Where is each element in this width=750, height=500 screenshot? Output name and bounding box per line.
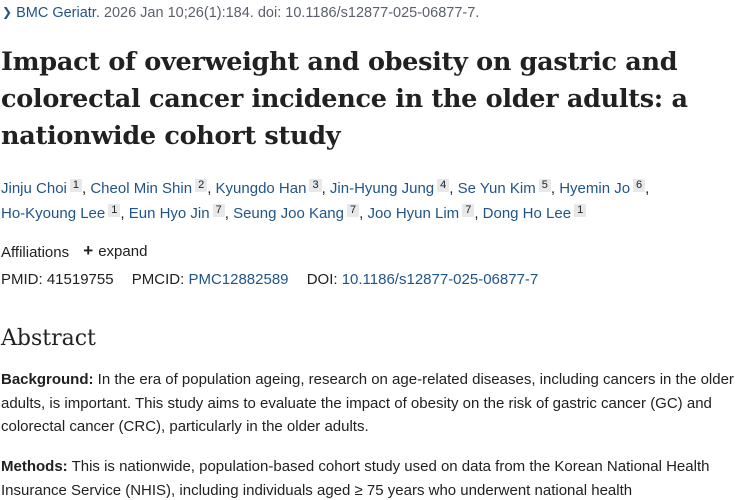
author-item: Jin-Hyung Jung 4, xyxy=(329,179,454,197)
author-separator: , xyxy=(645,180,650,197)
author-item: Cheol Min Shin 2, xyxy=(90,179,212,197)
affiliation-badge[interactable]: 5 xyxy=(538,179,551,192)
chevron-right-icon: ❯ xyxy=(2,5,13,19)
author-item: Jinju Choi 1, xyxy=(1,179,87,197)
plus-icon: + xyxy=(83,241,94,260)
author-separator: , xyxy=(207,180,212,197)
author-item: Hyemin Jo 6, xyxy=(559,179,650,197)
author-name-link[interactable]: Jinju Choi xyxy=(1,180,67,197)
journal-link[interactable]: BMC Geriatr. xyxy=(16,5,100,21)
methods-text: This is nationwide, population-based coh… xyxy=(1,458,710,499)
author-name-link[interactable]: Seung Joo Kang xyxy=(233,205,344,222)
article-title: Impact of overweight and obesity on gast… xyxy=(1,47,688,151)
article-identifiers: PMID: 41519755 PMCID: PMC12882589 DOI: 1… xyxy=(1,269,538,291)
affiliation-badge[interactable]: 1 xyxy=(574,204,587,217)
affiliation-badge[interactable]: 7 xyxy=(212,204,225,217)
affiliation-badge[interactable]: 3 xyxy=(309,179,322,192)
author-item: Dong Ho Lee 1 xyxy=(482,204,587,222)
author-separator: , xyxy=(82,180,87,197)
affiliations-expand-button[interactable]: + expand xyxy=(83,241,147,263)
pmid-value: 41519755 xyxy=(46,271,114,288)
author-separator: , xyxy=(359,205,364,222)
abstract-background: Background: In the era of population age… xyxy=(1,368,747,439)
doi-label: DOI: xyxy=(306,271,338,288)
author-name-link[interactable]: Se Yun Kim xyxy=(457,180,536,197)
doi-link[interactable]: 10.1186/s12877-025-06877-7 xyxy=(341,271,539,288)
author-item: Ho-Kyoung Lee 1, xyxy=(1,204,125,222)
journal-citation: ❯ BMC Geriatr. 2026 Jan 10;26(1):184. doi… xyxy=(2,3,479,23)
affiliation-badge[interactable]: 1 xyxy=(108,204,121,217)
affiliations-label: Affiliations xyxy=(1,244,70,261)
author-name-link[interactable]: Joo Hyun Lim xyxy=(367,205,460,222)
author-item: Se Yun Kim 5, xyxy=(457,179,556,197)
affiliation-badge[interactable]: 6 xyxy=(633,179,646,192)
author-separator: , xyxy=(474,205,479,222)
author-name-link[interactable]: Dong Ho Lee xyxy=(482,205,572,222)
methods-label: Methods: xyxy=(1,458,68,475)
affiliation-badge[interactable]: 7 xyxy=(347,204,360,217)
affiliation-badge[interactable]: 2 xyxy=(195,179,208,192)
author-separator: , xyxy=(550,180,556,197)
author-name-link[interactable]: Eun Hyo Jin xyxy=(128,205,210,222)
abstract-heading: Abstract xyxy=(1,326,96,351)
author-name-link[interactable]: Hyemin Jo xyxy=(559,180,631,197)
abstract-methods: Methods: This is nationwide, population-… xyxy=(1,455,747,500)
author-name-link[interactable]: Jin-Hyung Jung xyxy=(329,180,435,197)
affiliation-badge[interactable]: 7 xyxy=(462,204,475,217)
affiliations-row: Affiliations + expand xyxy=(1,241,147,264)
author-separator: , xyxy=(321,180,326,197)
pmcid-link[interactable]: PMC12882589 xyxy=(188,271,289,288)
author-name-link[interactable]: Kyungdo Han xyxy=(215,180,307,197)
author-name-link[interactable]: Ho-Kyoung Lee xyxy=(1,205,106,222)
citation-text: 2026 Jan 10;26(1):184. doi: 10.1186/s128… xyxy=(103,5,480,21)
author-separator: , xyxy=(449,180,454,197)
author-name-link[interactable]: Cheol Min Shin xyxy=(90,180,193,197)
expand-label: expand xyxy=(98,243,148,260)
pmcid-label: PMCID: xyxy=(131,271,185,288)
author-list: Jinju Choi 1, Cheol Min Shin 2, Kyungdo Ha… xyxy=(1,176,749,226)
background-text: In the era of population ageing, researc… xyxy=(1,371,734,435)
author-item: Joo Hyun Lim 7, xyxy=(367,204,479,222)
author-item: Kyungdo Han 3, xyxy=(215,179,326,197)
background-label: Background: xyxy=(1,371,94,388)
author-item: Seung Joo Kang 7, xyxy=(233,204,364,222)
affiliation-badge[interactable]: 1 xyxy=(69,179,82,192)
author-separator: , xyxy=(224,205,229,222)
affiliation-badge[interactable]: 4 xyxy=(437,179,450,192)
author-separator: , xyxy=(120,205,125,222)
pmid-label: PMID: xyxy=(1,271,43,288)
author-item: Eun Hyo Jin 7, xyxy=(128,204,229,222)
